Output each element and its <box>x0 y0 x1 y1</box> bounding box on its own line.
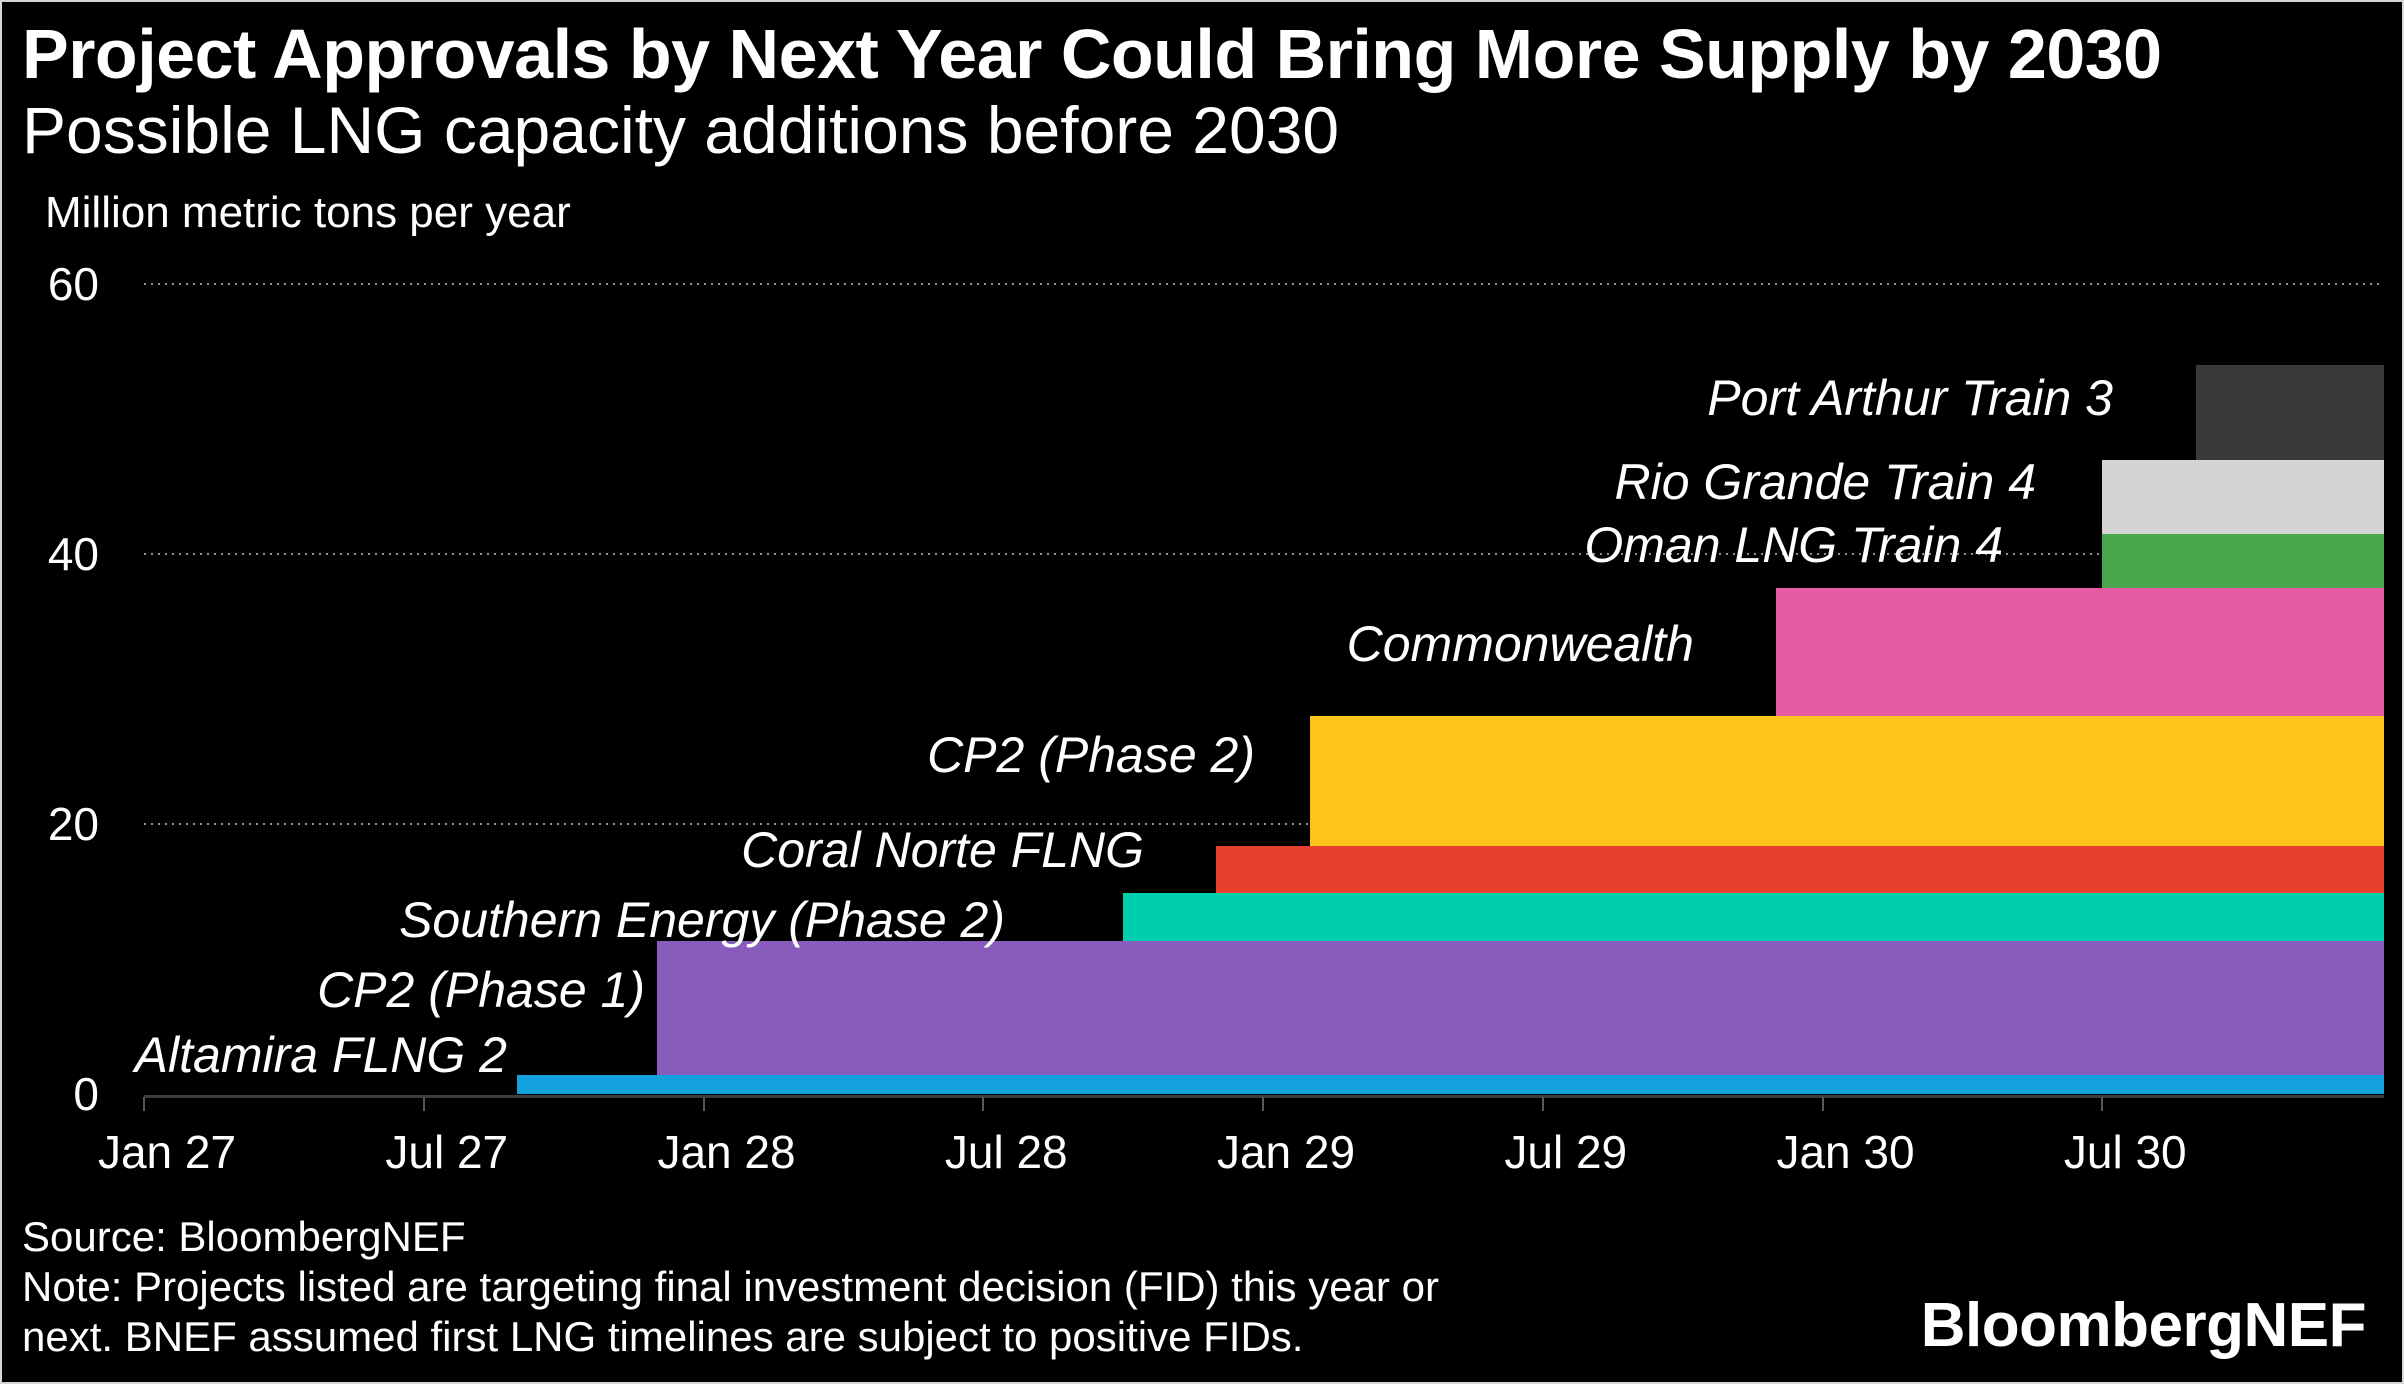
footnote-line-2: next. BNEF assumed first LNG timelines a… <box>22 1313 1304 1360</box>
x-axis-line <box>144 1095 2384 1098</box>
x-tick-jan-28 <box>702 1097 705 1111</box>
series-label-coral-norte-flng: Coral Norte FLNG <box>741 822 1144 878</box>
x-tick-label-jan-28: Jan 28 <box>657 1126 796 1178</box>
x-tick-label-jan-27: Jan 27 <box>97 1126 237 1178</box>
y-tick-label-20: 20 <box>47 798 99 850</box>
x-tick-label-jan-29: Jan 29 <box>1216 1126 1356 1178</box>
band-cp2-phase-1 <box>656 941 2384 1076</box>
series-label-port-arthur-train-3: Port Arthur Train 3 <box>1707 370 2113 426</box>
series-label-commonwealth: Commonwealth <box>1346 616 1694 672</box>
x-tick-jul-29 <box>1541 1097 1544 1111</box>
band-southern-energy-phase-2 <box>1123 892 2384 942</box>
band-altamira-flng-2 <box>517 1075 2384 1094</box>
band-cp2-phase-2 <box>1309 716 2384 846</box>
x-tick-jul-27 <box>422 1097 425 1111</box>
x-tick-label-jul-27: Jul 27 <box>385 1126 509 1178</box>
series-label-oman-lng-train-4: Oman LNG Train 4 <box>1584 517 2003 573</box>
x-tick-jul-30 <box>2101 1097 2104 1111</box>
x-tick-label-jul-29: Jul 29 <box>1504 1126 1628 1178</box>
y-axis-unit-label: Million metric tons per year <box>45 188 571 237</box>
x-tick-jul-28 <box>982 1097 985 1111</box>
footnote-line-1: Note: Projects listed are targeting fina… <box>22 1263 1439 1310</box>
x-tick-jan-29 <box>1262 1097 1264 1111</box>
chart-subtitle: Possible LNG capacity additions before 2… <box>22 93 1340 167</box>
y-tick-label-60: 60 <box>47 258 99 310</box>
series-label-southern-energy-phase-2: Southern Energy (Phase 2) <box>399 892 1005 948</box>
series-label-cp2-phase-2: CP2 (Phase 2) <box>927 727 1255 783</box>
x-tick-label-jul-30: Jul 30 <box>2063 1126 2187 1178</box>
x-tick-jan-30 <box>1821 1097 1824 1111</box>
band-rio-grande-train-4 <box>2102 459 2384 534</box>
series-label-cp2-phase-1: CP2 (Phase 1) <box>317 962 645 1018</box>
bloombergnef-logo: BloombergNEF <box>1920 1291 2367 1360</box>
band-port-arthur-train-3 <box>2195 365 2384 460</box>
x-tick-jan-27 <box>143 1097 145 1111</box>
source-note: Source: BloombergNEF <box>22 1213 466 1260</box>
y-tick-label-40: 40 <box>47 528 99 580</box>
gridline-60 <box>144 283 2384 285</box>
gridline-20 <box>144 823 2384 825</box>
x-tick-label-jan-30: Jan 30 <box>1776 1126 1915 1178</box>
chart-title: Project Approvals by Next Year Could Bri… <box>22 15 2162 93</box>
band-coral-norte-flng <box>1216 845 2384 893</box>
series-label-rio-grande-train-4: Rio Grande Train 4 <box>1614 454 2036 510</box>
band-commonwealth <box>1775 587 2384 716</box>
series-label-altamira-flng-2: Altamira FLNG 2 <box>134 1027 507 1083</box>
band-oman-lng-train-4 <box>2102 533 2384 588</box>
gridline-40 <box>144 553 2384 555</box>
y-tick-label-0: 0 <box>73 1068 99 1120</box>
x-tick-label-jul-28: Jul 28 <box>944 1126 1068 1178</box>
